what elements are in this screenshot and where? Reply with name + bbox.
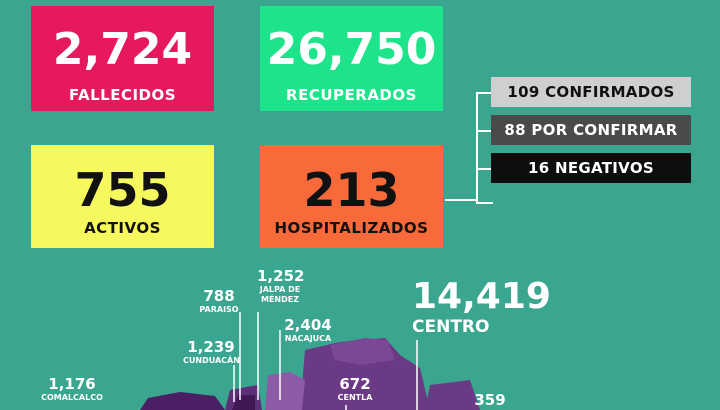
activos-label: ACTIVOS <box>84 219 161 237</box>
map-region-centla-coast <box>330 338 395 365</box>
bracket-connector <box>445 199 478 201</box>
extra-value: 359 <box>474 391 506 409</box>
bracket-low <box>476 168 491 170</box>
map-region-comalcalco <box>140 392 225 410</box>
negativos-badge: 16 NEGATIVOS <box>491 153 691 183</box>
activos-value: 755 <box>74 163 171 217</box>
fallecidos-card: 2,724 FALLECIDOS <box>31 6 214 111</box>
jalpa-name-1: JALPA DE <box>259 285 301 294</box>
comalcalco-label: 1,176 COMALCALCO <box>40 377 104 402</box>
comalcalco-name: COMALCALCO <box>41 393 103 402</box>
jalpa-label: 1,252 JALPA DE MÉNDEZ <box>257 267 305 304</box>
centro-label: 14,419 CENTRO <box>412 276 551 337</box>
hospitalizados-card: 213 HOSPITALIZADOS <box>260 145 443 248</box>
activos-card: 755 ACTIVOS <box>31 145 214 248</box>
recuperados-card: 26,750 RECUPERADOS <box>260 6 443 111</box>
jalpa-value: 1,252 <box>257 267 305 285</box>
cunduacan-label: 1,239 CUNDUACÁN <box>183 338 240 365</box>
map-region-centro <box>425 380 480 410</box>
centla-value: 672 <box>339 375 371 393</box>
confirmados-badge: 109 CONFIRMADOS <box>491 77 691 107</box>
cunduacan-value: 1,239 <box>187 338 235 356</box>
breakdown-bracket <box>476 92 493 204</box>
paraiso-name: PARAISO <box>199 305 239 314</box>
extra-label: 359 <box>470 393 510 408</box>
paraiso-label: 788 PARAISO <box>196 289 242 314</box>
jalpa-name-2: MÉNDEZ <box>260 295 300 304</box>
nacajuca-label: 2,404 NACAJUCA <box>282 318 334 343</box>
hospitalizados-value: 213 <box>303 163 400 217</box>
map-region-cunduacan <box>232 395 255 410</box>
comalcalco-value: 1,176 <box>48 375 96 393</box>
nacajuca-value: 2,404 <box>284 316 332 334</box>
paraiso-value: 788 <box>203 287 235 305</box>
centro-name: CENTRO <box>412 317 490 337</box>
fallecidos-value: 2,724 <box>52 24 193 75</box>
cunduacan-name: CUNDUACÁN <box>183 356 240 365</box>
bracket-mid <box>476 130 491 132</box>
centla-label: 672 CENTLA <box>335 377 375 402</box>
fallecidos-label: FALLECIDOS <box>68 86 177 104</box>
hospitalizados-label: HOSPITALIZADOS <box>274 219 429 237</box>
centla-name: CENTLA <box>337 393 373 402</box>
map-region-centla <box>300 338 430 410</box>
recuperados-value: 26,750 <box>266 24 437 75</box>
recuperados-label: RECUPERADOS <box>286 86 417 104</box>
map-region-nacajuca <box>265 372 305 410</box>
centro-value: 14,419 <box>412 276 551 317</box>
por-confirmar-badge: 88 POR CONFIRMAR <box>491 115 691 145</box>
nacajuca-name: NACAJUCA <box>284 334 332 343</box>
